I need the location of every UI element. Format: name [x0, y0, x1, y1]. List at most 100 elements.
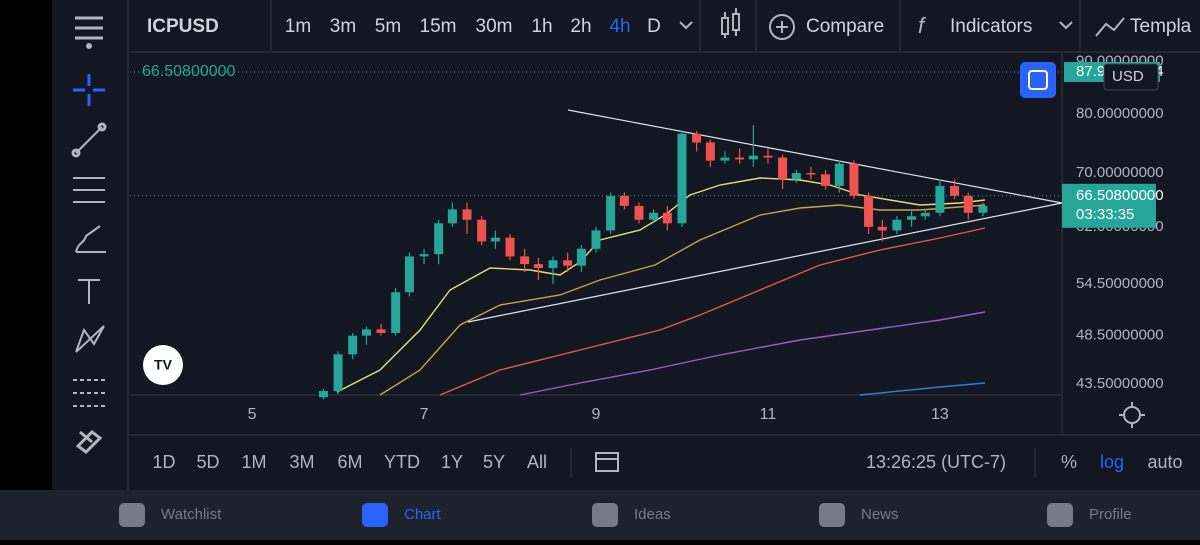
indicators[interactable]: Indicators	[950, 16, 1032, 37]
nav-label[interactable]: News	[861, 506, 899, 523]
interval[interactable]: 4h	[609, 16, 630, 37]
interval[interactable]: 1h	[531, 16, 552, 37]
range-button[interactable]: 6M	[337, 452, 362, 472]
candle-body	[634, 205, 644, 220]
interval[interactable]: 2h	[570, 16, 591, 37]
candle-body	[763, 155, 773, 158]
nav-label[interactable]: Chart	[404, 506, 442, 523]
range-button[interactable]: 5Y	[483, 452, 505, 472]
date-range-icon[interactable]	[595, 452, 619, 472]
auto-toggle[interactable]: auto	[1147, 452, 1182, 472]
candle-body	[720, 157, 730, 161]
templates[interactable]: Templa	[1130, 16, 1192, 37]
nav-label[interactable]: Ideas	[634, 506, 671, 523]
tradingview-logo: TV	[143, 345, 183, 385]
candle-body	[434, 223, 444, 255]
y-tick-label: 54.50000000	[1076, 275, 1164, 292]
fullscreen-button[interactable]	[1020, 62, 1056, 98]
candle-body	[606, 195, 616, 231]
candle-body	[877, 226, 887, 231]
candle-body	[778, 157, 788, 180]
nav-label[interactable]: Profile	[1089, 506, 1132, 523]
app-background	[52, 0, 1200, 490]
candle-body	[649, 212, 659, 220]
nav-icon[interactable]	[119, 503, 145, 527]
candle-body	[333, 354, 343, 392]
x-tick-label: 7	[420, 406, 429, 423]
candle-body	[391, 292, 401, 333]
candle-body	[821, 174, 831, 186]
candle-body	[892, 219, 902, 231]
chart-area: TV	[130, 71, 1063, 400]
nav-icon[interactable]	[819, 503, 845, 527]
range-button[interactable]: All	[527, 452, 547, 472]
candle-body	[834, 163, 844, 186]
range-button[interactable]: 1D	[152, 452, 175, 472]
candle-body	[978, 205, 988, 213]
candle-body	[490, 237, 500, 242]
log-toggle[interactable]: log	[1100, 452, 1124, 472]
interval[interactable]: 5m	[375, 16, 401, 37]
y-tick-label: 43.50000000	[1076, 375, 1164, 392]
candle-body	[864, 195, 874, 227]
interval[interactable]: 3m	[330, 16, 356, 37]
candle-body	[548, 260, 558, 269]
svg-text:TV: TV	[154, 357, 173, 373]
interval-dropdown[interactable]	[679, 21, 693, 30]
candle-body	[404, 256, 414, 293]
indicators-dropdown[interactable]	[1059, 21, 1073, 30]
dividers	[127, 0, 1200, 490]
range-button[interactable]: 3M	[289, 452, 314, 472]
candle-body	[361, 329, 371, 336]
x-tick-label: 11	[760, 406, 777, 423]
candle-body	[907, 216, 917, 220]
candles	[318, 125, 988, 400]
candle-body	[963, 195, 973, 213]
candle-body	[563, 260, 573, 266]
candle-body	[505, 237, 515, 257]
candle-body	[849, 163, 859, 196]
candle-body	[419, 254, 429, 257]
candle-body	[462, 209, 472, 220]
candle-body	[705, 142, 715, 161]
candle-body	[791, 173, 801, 180]
compare-icon[interactable]	[769, 14, 795, 40]
interval[interactable]: 30m	[476, 16, 513, 37]
interval[interactable]: 15m	[420, 16, 457, 37]
fullscreen-icon	[1028, 70, 1048, 90]
candle-body	[576, 248, 586, 266]
candle-body	[677, 133, 687, 224]
interval[interactable]: 1m	[285, 16, 311, 37]
range-button[interactable]: 5D	[196, 452, 219, 472]
x-tick-label: 5	[248, 406, 257, 423]
range-button[interactable]: YTD	[384, 452, 420, 472]
drawing-tools[interactable]	[71, 16, 107, 454]
candle-body	[447, 209, 457, 224]
range-button[interactable]: 1Y	[441, 452, 463, 472]
templates-icon	[1095, 17, 1125, 37]
nav-label[interactable]: Watchlist	[161, 506, 222, 523]
settings-icon[interactable]	[1119, 402, 1145, 428]
indicators-icon: f	[918, 13, 927, 38]
nav-icon[interactable]	[592, 503, 618, 527]
candle-body	[935, 185, 945, 213]
chart-type-icon[interactable]	[721, 8, 740, 38]
currency-button[interactable]	[1103, 63, 1159, 91]
candle-body	[920, 212, 930, 217]
compare[interactable]: Compare	[806, 16, 884, 37]
x-tick-label: 13	[931, 406, 949, 423]
percent-toggle[interactable]: %	[1061, 452, 1077, 472]
nav-icon[interactable]	[362, 503, 388, 527]
y-tick-label: 80.00000000	[1076, 105, 1164, 122]
candle-body	[520, 256, 530, 265]
interval[interactable]: D	[647, 16, 661, 37]
candle-body	[662, 212, 672, 224]
y-tick-label: 48.50000000	[1076, 327, 1164, 344]
candle-body	[533, 264, 543, 269]
candle-body	[318, 391, 328, 398]
clock: 13:26:25 (UTC-7)	[866, 452, 1006, 472]
symbol[interactable]: ICPUSD	[147, 16, 219, 37]
range-button[interactable]: 1M	[241, 452, 266, 472]
nav-icon[interactable]	[1047, 503, 1073, 527]
